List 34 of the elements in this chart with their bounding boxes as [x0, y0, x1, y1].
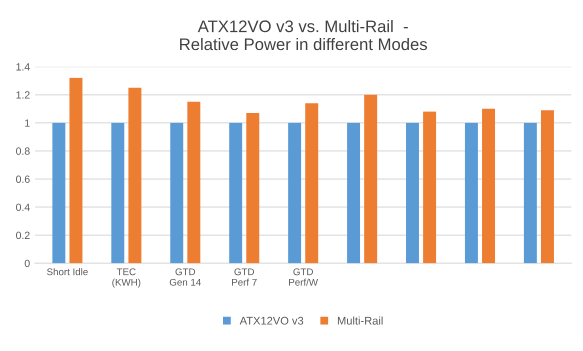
bar [128, 88, 142, 264]
y-tick-label: 0.4 [16, 204, 30, 211]
chart-title: ATX12VO v3 vs. Multi-Rail - Relative Power in different Modes [180, 20, 428, 50]
bar [347, 122, 360, 264]
bar [540, 110, 554, 264]
x-tick-label: TEC (KWH) [112, 268, 140, 288]
y-tick-label: 1.4 [16, 63, 30, 70]
bar [406, 122, 419, 264]
bar [69, 78, 82, 264]
bar [482, 108, 496, 264]
bar [364, 94, 378, 264]
y-tick-label: 0.8 [16, 147, 30, 155]
y-tick-label: 0.6 [16, 176, 30, 183]
bar [229, 122, 242, 264]
bar [305, 103, 318, 264]
bar [170, 122, 184, 264]
bar [524, 122, 537, 264]
legend-label: ATX12VO v3 [240, 316, 304, 325]
legend-label: Multi-Rail [338, 316, 383, 325]
x-tick-label: Short Idle [47, 268, 88, 276]
x-tick-label: GTD Gen 14 [170, 268, 201, 286]
bar [187, 102, 200, 264]
bar [246, 113, 260, 264]
y-tick-label: 1.2 [16, 91, 30, 99]
bar [423, 112, 436, 264]
y-tick-label: 1 [25, 119, 30, 127]
x-tick-label: GTD Perf 7 [232, 268, 257, 286]
x-tick-label: GTD Perf/W [289, 268, 318, 286]
y-tick-label: 0.2 [16, 232, 30, 240]
bar [464, 122, 478, 264]
y-tick-label: 0 [24, 260, 30, 268]
bar [288, 122, 302, 264]
bar [111, 122, 124, 264]
bar [52, 122, 66, 264]
